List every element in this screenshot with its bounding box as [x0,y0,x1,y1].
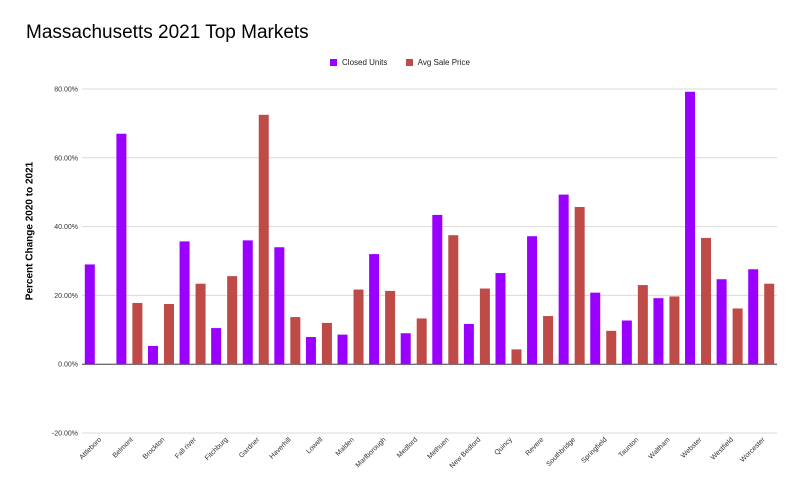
bar-closed-units [211,328,222,365]
x-tick-label: Fall river [174,436,198,460]
x-tick-label: Worcester [739,436,767,464]
bar-avg-sale-price [290,317,301,365]
bar-closed-units [116,133,127,365]
bar-avg-sale-price [416,318,427,365]
bar-closed-units [305,337,316,365]
x-tick-label: Malden [335,436,356,457]
bar-closed-units [147,345,158,365]
bar-avg-sale-price [732,308,743,365]
bar-avg-sale-price [479,288,490,365]
legend-item-closed-units: Closed Units [330,58,387,67]
x-tick-label: Marlborough [355,436,388,469]
bar-avg-sale-price [195,283,206,365]
x-tick-label: Lowell [305,436,324,455]
bar-closed-units [748,269,759,365]
bar-avg-sale-price [764,283,775,365]
y-tick-label: 40.00% [54,224,78,231]
x-tick-label: Quincy [494,436,515,457]
bar-closed-units [274,247,285,365]
x-tick-label: Haverhill [269,436,294,461]
bar-avg-sale-price [669,296,680,365]
bar-closed-units [716,279,727,365]
x-tick-label: Westfield [710,436,735,461]
bar-closed-units [621,320,632,365]
x-tick-label: Springfield [580,436,608,464]
bar-avg-sale-price [701,237,712,365]
x-tick-label: Gardner [238,436,262,460]
bar-closed-units [653,298,664,365]
bar-closed-units [495,273,506,365]
legend-label-closed-units: Closed Units [342,58,388,67]
legend-label-avg-sale-price: Avg Sale Price [417,58,470,67]
y-tick-label: -20.00% [52,431,78,438]
x-tick-label: Belmont [112,436,135,459]
x-tick-label: Brockton [142,436,167,461]
bar-avg-sale-price [606,330,617,365]
bar-closed-units [400,333,411,365]
bar-avg-sale-price [511,349,522,365]
bar-avg-sale-price [321,322,332,365]
x-tick-label: Taunton [618,436,641,459]
bar-avg-sale-price [163,304,174,365]
bar-avg-sale-price [448,235,459,365]
bar-avg-sale-price [227,276,238,365]
x-tick-label: Medford [396,436,419,459]
bar-avg-sale-price [132,302,143,365]
bar-closed-units [463,323,474,365]
bar-closed-units [527,236,538,365]
chart-title: Massachusetts 2021 Top Markets [26,22,309,43]
bar-closed-units [369,254,380,365]
legend-swatch-closed-units [330,59,338,66]
bar-avg-sale-price [385,290,396,365]
bar-avg-sale-price [574,206,585,365]
bar-closed-units [179,241,190,365]
y-tick-label: 80.00% [54,87,78,94]
x-tick-label: Southbridge [545,436,577,468]
bar-closed-units [558,194,569,365]
bar-avg-sale-price [543,316,554,365]
x-tick-label: Revere [525,436,546,457]
bar-closed-units [242,240,253,365]
x-tick-label: Webster [680,436,704,460]
bar-avg-sale-price [637,285,648,365]
x-tick-label: Waltham [648,436,672,460]
legend-swatch-avg-sale-price [405,59,413,66]
legend-item-avg-sale-price: Avg Sale Price [405,58,470,67]
y-tick-label: 20.00% [54,293,78,300]
bar-closed-units [84,264,95,365]
x-tick-label: Attleboro [78,436,103,461]
bar-avg-sale-price [353,289,364,365]
legend: Closed Units Avg Sale Price [0,58,800,68]
bar-closed-units [590,292,601,365]
bar-closed-units [337,334,348,365]
x-tick-label: New Bedford [449,436,483,470]
y-tick-label: 60.00% [54,155,78,162]
y-tick-label: 0.00% [58,362,78,369]
bar-avg-sale-price [258,114,269,365]
x-tick-label: Methuen [426,436,450,460]
bar-closed-units [432,214,443,365]
bar-closed-units [685,91,696,365]
x-tick-label: Fitchburg [204,436,230,462]
